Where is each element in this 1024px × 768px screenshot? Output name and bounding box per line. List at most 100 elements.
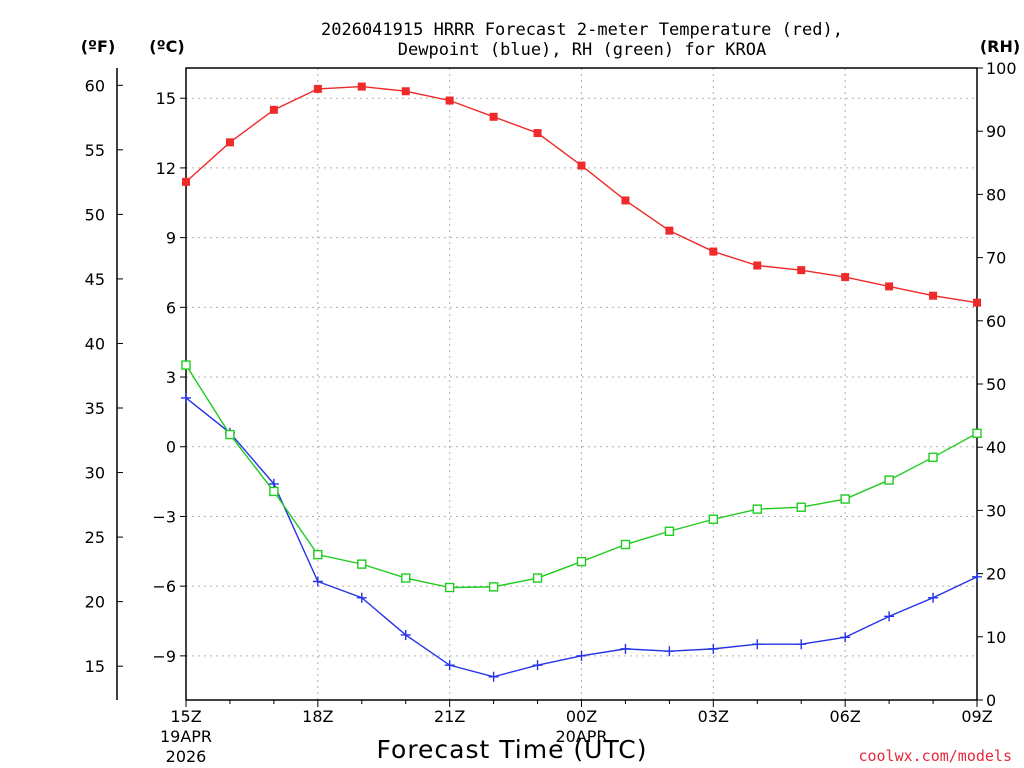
data-series <box>181 82 982 682</box>
temperature-point <box>797 266 806 275</box>
x-tick-label: 00Z <box>566 707 597 726</box>
fahrenheit-tick-label: 60 <box>85 76 105 95</box>
fahrenheit-tick-label: 40 <box>85 334 105 353</box>
temperature-point <box>357 82 366 91</box>
celsius-tick-label: 9 <box>166 229 176 248</box>
celsius-tick-label: −3 <box>152 507 176 526</box>
rh-tick-label: 70 <box>986 249 1006 268</box>
temperature-point <box>577 161 586 170</box>
celsius-tick-label: −9 <box>152 647 176 666</box>
dewpoint-point <box>444 660 455 671</box>
temperature-point <box>929 291 938 300</box>
celsius-tick-label: 0 <box>166 438 176 457</box>
rh-tick-label: 0 <box>986 691 996 710</box>
temperature-point <box>973 298 981 307</box>
fahrenheit-unit-label: (ºF) <box>81 37 116 56</box>
fahrenheit-tick-label: 50 <box>85 205 105 224</box>
rh-point <box>488 582 499 592</box>
rh-tick-label: 20 <box>986 565 1006 584</box>
chart-title-line2: Dewpoint (blue), RH (green) for KROA <box>398 40 766 60</box>
x-tick-label: 18Z <box>302 707 333 726</box>
rh-tick-label: 80 <box>986 185 1006 204</box>
fahrenheit-tick-label: 20 <box>85 593 105 612</box>
temperature-point <box>621 196 630 205</box>
rh-point <box>620 539 631 550</box>
dewpoint-point <box>752 639 763 650</box>
temperature-point <box>313 84 322 93</box>
rh-point <box>532 573 543 583</box>
dewpoint-point <box>840 632 851 643</box>
rh-point <box>708 514 719 524</box>
dewpoint-point <box>928 592 939 603</box>
temperature-point <box>709 247 718 256</box>
temperature-point <box>401 87 410 96</box>
temperature-point <box>753 261 762 270</box>
temperature-point <box>445 96 454 105</box>
celsius-tick-label: 12 <box>156 159 176 178</box>
x-axis-label: Forecast Time (UTC) <box>377 735 648 764</box>
rh-tick-label: 50 <box>986 375 1006 394</box>
rh-point <box>752 504 762 514</box>
rh-point <box>444 582 455 593</box>
dewpoint-point <box>972 571 982 582</box>
rh-point <box>401 573 411 583</box>
dewpoint-point <box>620 643 631 654</box>
temperature-point <box>665 226 674 235</box>
rh-unit-label: (RH) <box>980 37 1020 56</box>
rh-point <box>576 556 587 567</box>
dewpoint-point <box>884 611 895 622</box>
rh-tick-label: 90 <box>986 122 1006 141</box>
dewpoint-point <box>488 671 499 682</box>
fahrenheit-tick-label: 35 <box>85 399 105 418</box>
fahrenheit-tick-label: 55 <box>85 141 105 160</box>
dewpoint-point <box>532 660 543 671</box>
rh-point <box>269 486 279 497</box>
credit-link[interactable]: coolwx.com/models <box>858 747 1012 765</box>
rh-tick-label: 30 <box>986 501 1006 520</box>
rh-point <box>884 475 894 485</box>
dewpoint-point <box>400 629 411 640</box>
temperature-point <box>182 177 190 186</box>
celsius-tick-label: 15 <box>156 89 176 108</box>
temperature-point <box>489 112 498 121</box>
rh-point <box>972 428 982 438</box>
fahrenheit-tick-label: 15 <box>85 657 105 676</box>
x-tick-year: 2026 <box>166 747 207 766</box>
plot-frame <box>116 67 978 701</box>
rh-point <box>796 502 806 512</box>
dewpoint-point <box>356 592 367 603</box>
rh-tick-label: 10 <box>986 628 1006 647</box>
rh-point <box>357 559 367 569</box>
dewpoint-point <box>312 576 323 587</box>
fahrenheit-tick-label: 30 <box>85 464 105 483</box>
rh-tick-label: 60 <box>986 312 1006 331</box>
chart-title-line1: 2026041915 HRRR Forecast 2-meter Tempera… <box>321 20 843 40</box>
x-tick-label: 15Z <box>170 707 201 726</box>
temperature-point <box>225 138 234 147</box>
celsius-tick-label: −6 <box>152 577 176 596</box>
rh-point <box>664 526 675 536</box>
rh-point <box>181 360 191 370</box>
temperature-point <box>269 105 278 114</box>
rh-point <box>313 549 323 560</box>
dewpoint-point <box>664 646 675 657</box>
x-tick-label: 03Z <box>698 707 729 726</box>
dewpoint-point <box>576 650 587 661</box>
celsius-unit-label: (ºC) <box>149 37 184 56</box>
rh-tick-label: 40 <box>986 438 1006 457</box>
dewpoint-point <box>796 639 807 650</box>
rh-tick-label: 100 <box>986 59 1017 78</box>
x-tick-label: 09Z <box>961 707 992 726</box>
fahrenheit-tick-label: 25 <box>85 528 105 547</box>
rh-point <box>225 429 235 440</box>
rh-point <box>928 452 938 463</box>
x-tick-label: 06Z <box>830 707 861 726</box>
temperature-point <box>533 129 542 138</box>
x-tick-label: 21Z <box>434 707 465 726</box>
temperature-point <box>885 282 894 291</box>
x-tick-date: 20APR <box>555 727 607 746</box>
dewpoint-point <box>181 392 191 403</box>
celsius-tick-label: 3 <box>166 368 176 387</box>
